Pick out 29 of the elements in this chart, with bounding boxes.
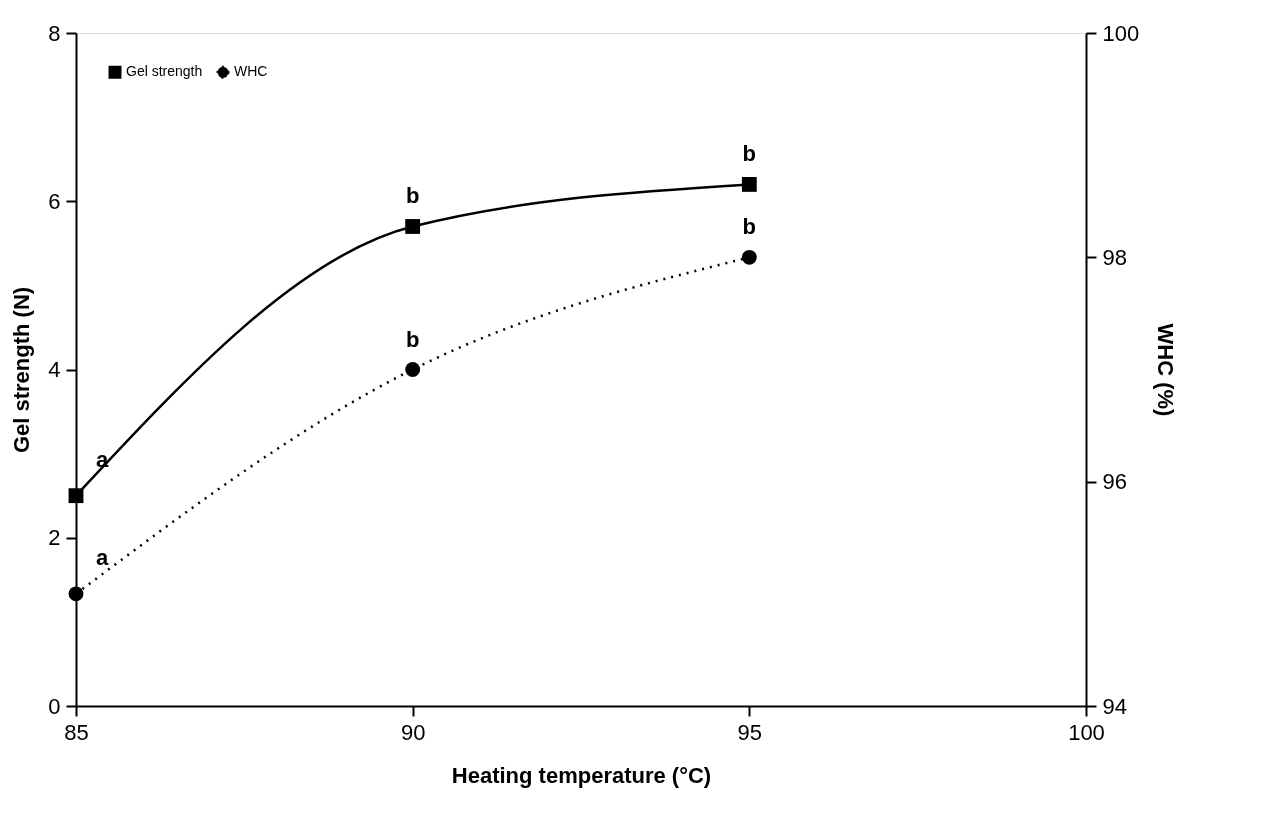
- y-tick-label: 6: [48, 188, 61, 214]
- point: [405, 362, 421, 377]
- y-tick-label: 0: [48, 693, 61, 719]
- y-tick-label: 2: [48, 525, 61, 551]
- annotation: b: [742, 141, 757, 167]
- point: [405, 219, 421, 234]
- x-tick-label: 90: [400, 719, 426, 745]
- annotation: b: [405, 326, 420, 352]
- y2-tick-label: 98: [1102, 244, 1127, 270]
- x-tick-label: 85: [64, 719, 89, 745]
- annotation: b: [405, 183, 420, 209]
- point: [741, 249, 757, 265]
- y2-tick-label: 96: [1102, 469, 1127, 495]
- x-tick-label: 95: [737, 719, 763, 745]
- y-tick-label: 4: [48, 357, 61, 382]
- point: [68, 488, 84, 504]
- x-axis-title: Heating temperature (°C): [451, 762, 712, 788]
- point: [741, 177, 757, 192]
- point: [68, 586, 84, 602]
- y2-tick-label: 94: [1102, 693, 1127, 719]
- annotation: b: [742, 214, 757, 240]
- annotation: a: [95, 544, 109, 570]
- y-axis-title: Gel strength (N): [9, 286, 35, 454]
- legend-label: WHC: [234, 63, 268, 80]
- y-tick-label: 8: [48, 20, 61, 46]
- y2-axis-title: WHC (%): [1153, 323, 1179, 417]
- x-tick-label: 100: [1068, 719, 1105, 745]
- legend-label: Gel strength: [126, 63, 203, 80]
- y2-tick-label: 100: [1102, 20, 1140, 46]
